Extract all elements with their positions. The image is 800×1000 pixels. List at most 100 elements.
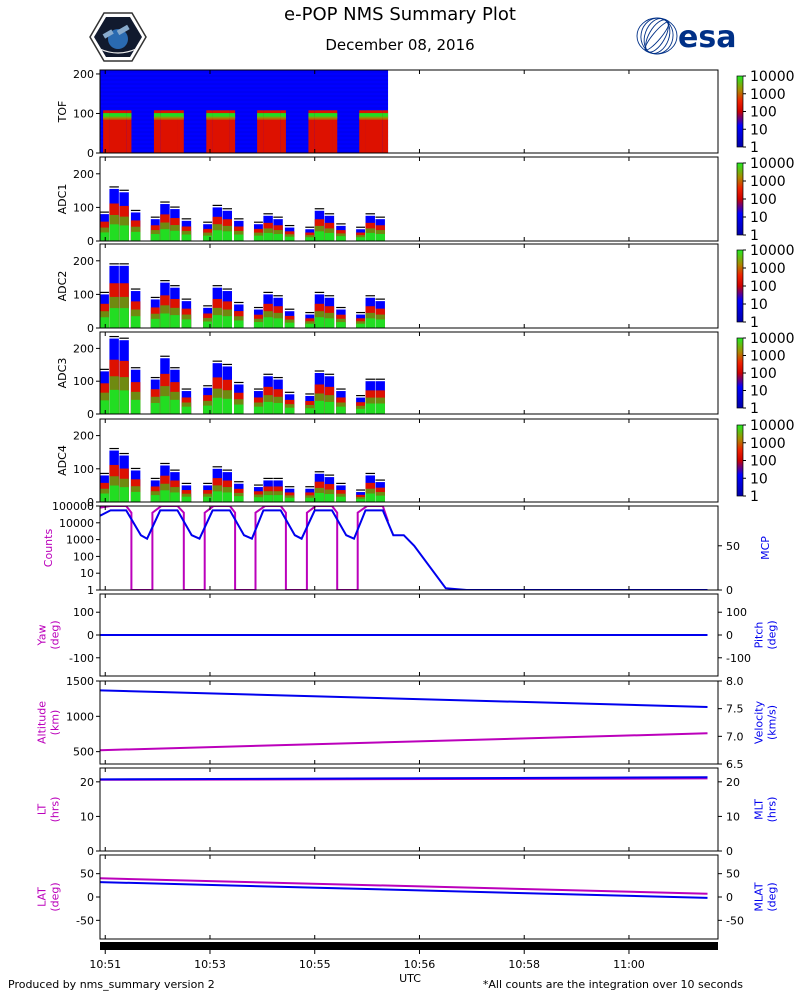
adc-bar-green [305,408,315,414]
panel-frame [99,156,719,242]
x-tick-label: 10:56 [404,958,436,971]
y-axis-label-left: Counts [42,529,55,568]
y-axis-label-right: Velocity (km/s) [753,700,779,744]
adc-bar-green [109,308,119,328]
y-tick-label: 100 [73,463,94,476]
panel-plot-area [100,186,385,241]
y-axis-label-right-line: (deg) [766,620,779,649]
tof-burst-band [177,116,184,120]
adc-bar-green [324,401,335,414]
adc-bar-green [203,405,213,414]
y-tick-label-left: 500 [73,746,94,759]
adc-bar-green [263,232,273,241]
tof-burst [229,110,236,153]
panel-frame [99,331,719,415]
colorbar-tick-label: 10 [750,122,768,138]
adc-bar-green [375,319,385,328]
adc-bar-green [203,496,213,502]
y-tick-label: 200 [73,430,94,443]
tof-background [100,70,389,153]
tof-burst [257,110,264,153]
tof-burst-band [365,116,383,120]
adc-bar-green [253,235,263,241]
adc-bar-green [365,403,375,414]
series-magenta [100,732,708,752]
y-tick-label-left: 1 [87,584,94,597]
y-tick-label-right: -100 [726,652,751,665]
tof-burst [212,110,230,153]
y-tick-label-right: 0 [726,845,733,858]
y-tick-label: 0 [87,147,94,160]
adc-bar-green [160,229,170,241]
y-axis-label-right-line: MLT [753,799,766,820]
y-axis-label-left-line: (km) [49,710,62,736]
tof-burst-peak [229,113,236,119]
adc-bar-green [222,492,233,502]
adc-bar-green [130,399,141,414]
y-tick-label-left: 10 [80,567,94,580]
adc-bar-green [160,396,170,414]
colorbar-tick-label: 100 [750,366,777,382]
adc-bar-green [212,491,223,502]
tof-burst-band [229,116,236,120]
tof-burst-peak [280,113,286,119]
y-axis-label-left-line: Counts [42,529,55,568]
panel-frame [99,505,719,591]
y-tick-label-right: 50 [726,868,740,881]
x-tick-label: 11:00 [613,958,645,971]
y-axis-label: ADC4 [56,445,69,476]
colorbar-tick-label: 10000 [750,243,795,259]
adc-bar-green [212,397,223,414]
tof-burst-band [160,116,178,120]
panel-frame [99,418,719,503]
colorbar-tick-label: 1 [750,401,759,417]
tof-burst [109,110,127,153]
adc-bar-green [100,232,109,241]
tof-burst-band [308,116,315,120]
colorbar-tick-label: 100 [750,192,777,208]
adc-bar-green [203,321,213,328]
x-axis-label: UTC [399,972,421,985]
adc-bar-green [181,319,192,328]
tof-burst-peak [126,113,132,119]
tof-burst-band [206,116,213,120]
adc-bar-green [222,231,233,241]
y-tick-label-right: 6.5 [726,758,744,771]
adc-bar-green [181,234,192,241]
tof-burst-band [126,116,132,120]
adc-bar-green [314,317,325,328]
adc-bar-green [170,492,180,502]
y-axis-label-right-line: MLAT [753,882,766,912]
tof-burst-band [263,116,281,120]
tof-burst-peak [263,113,281,119]
series-blue [100,881,708,899]
tof-burst-peak [359,113,366,119]
y-tick-label-left: 0 [87,845,94,858]
adc-bar-green [170,315,180,328]
adc-bar-green [314,400,325,414]
adc-bar-green [336,406,346,414]
y-axis-label-right-line: (hrs) [766,797,779,823]
adc-bar-green [109,485,119,502]
colorbar-tick-label: 1 [750,140,759,156]
y-axis-label-left: LAT (deg) [36,882,62,911]
footer-note: *All counts are the integration over 10 … [483,978,743,991]
tof-burst [365,110,383,153]
y-axis-label-line: ADC1 [56,184,69,215]
adc-bar-green [150,318,160,328]
adc-bar-green [284,236,295,241]
y-axis-label-left-line: LT [36,804,49,816]
tof-burst-peak [212,113,230,119]
panels: 0100200TOF1000010001001010100200ADC11000… [36,68,795,940]
panel-plot-area [100,877,708,899]
y-tick-label-right: 100 [726,606,747,619]
y-axis-label-left-line: Altitude [36,701,49,744]
tof-burst-band [332,116,338,120]
adc-bar-green [336,322,346,328]
plot-title: e-POP NMS Summary Plot [284,4,516,25]
tof-burst-band [280,116,286,120]
adc-bar-green [212,315,223,328]
y-axis-label-line: ADC3 [56,358,69,389]
